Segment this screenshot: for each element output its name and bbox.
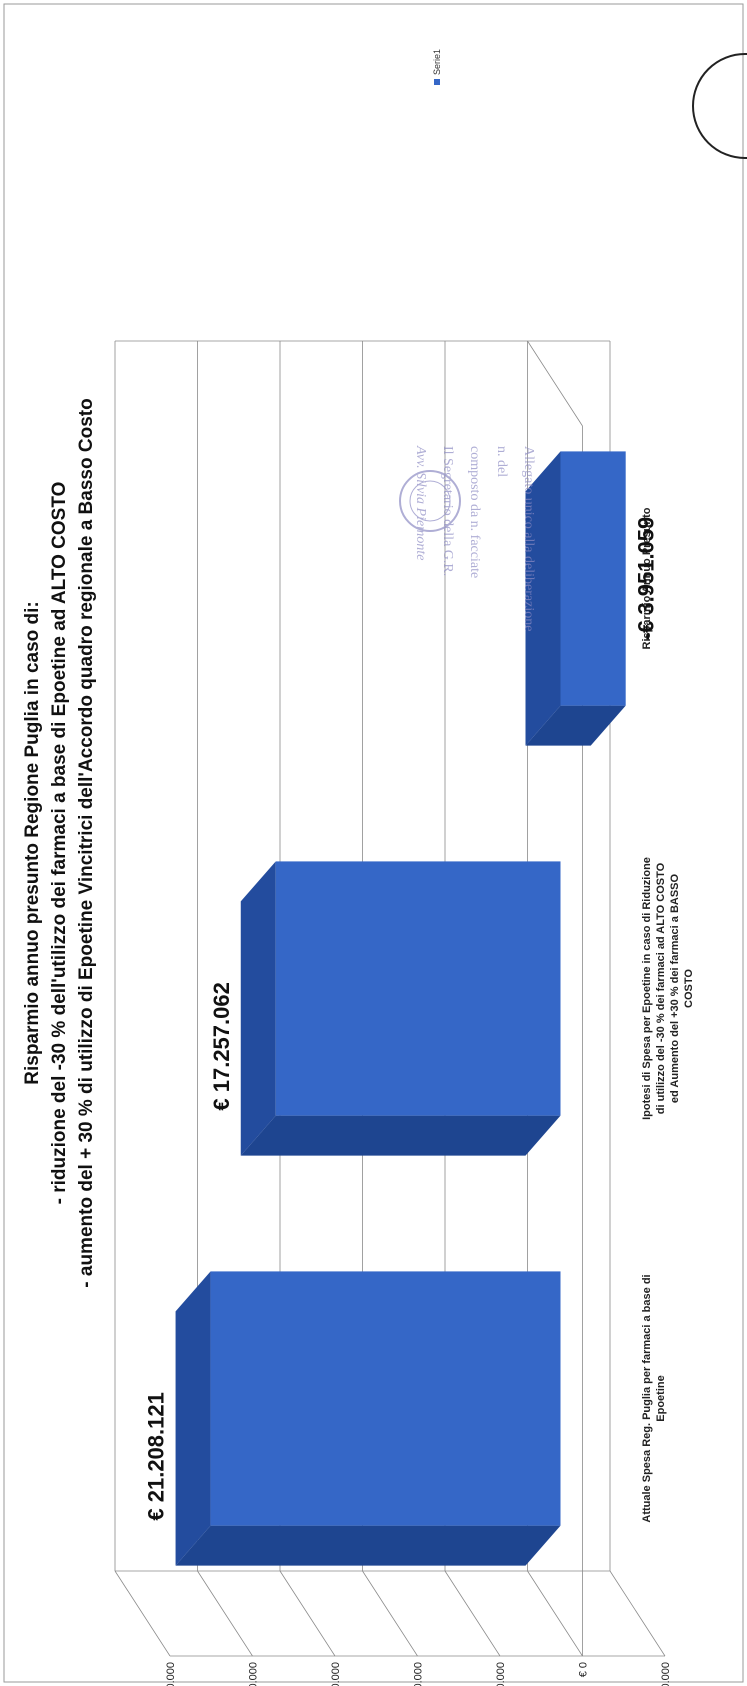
y-tick-label-0: -€ 5.000.000 <box>660 1662 672 1686</box>
y-tick-label-3: € 10.000.000 <box>413 1662 425 1686</box>
x-axis-floor-right <box>527 340 583 427</box>
stamp: Allegato unico alla deliberazione n. del… <box>399 445 536 631</box>
category-label-2-line-0: Risparmio Annuo Presunto <box>641 507 653 649</box>
gridline-side-2 <box>444 1570 501 1657</box>
bars <box>175 451 626 1566</box>
category-label-0-line-0: Attuale Spesa Reg. Puglia per farmaci a … <box>641 1274 653 1522</box>
y-tick-label-2: € 5.000.000 <box>495 1662 507 1686</box>
stamp-line-4: Il Segretario della G.R. <box>440 446 455 576</box>
value-label-0: € 21.208.121 <box>144 1392 169 1520</box>
chart-title-line-1: Risparmio annuo presunto Regione Puglia … <box>22 601 43 1085</box>
bar-1-side <box>240 1115 561 1156</box>
stamp-line-3: composto da n. facciate <box>467 446 482 578</box>
y-tick-label-5: € 20.000.000 <box>248 1662 260 1686</box>
legend-label-serie1: Serie1 <box>432 49 442 75</box>
bar-2-top <box>525 451 561 746</box>
chart-border <box>3 3 744 1683</box>
value-label-1: € 17.257.062 <box>209 982 234 1110</box>
y-tick-label-4: € 15.000.000 <box>330 1662 342 1686</box>
chart-title: Risparmio annuo presunto Regione Puglia … <box>22 398 97 1287</box>
y-tick-label-1: € 0 <box>578 1662 590 1677</box>
category-label-1-line-2: ed Aumento del +30 % dei farmaci a BASSO <box>669 873 681 1103</box>
bar-0-top <box>175 1271 211 1566</box>
bar-0-side <box>175 1525 561 1566</box>
category-label-0-line-1: Epoetine <box>655 1375 667 1421</box>
gridline-side-0 <box>609 1570 666 1657</box>
bar-2-front <box>560 451 626 706</box>
stamp-line-5: Avv. Silvia Piemonte <box>413 445 428 560</box>
stamp-seal-inner <box>409 480 451 522</box>
gridline-side-5 <box>197 1570 253 1657</box>
bar-0 <box>175 1271 561 1566</box>
y-tick-labels: -€ 5.000.000 € 0 € 5.000.000 € 10.000.000 € … <box>165 1662 672 1686</box>
stamp-line-2: n. del <box>494 446 509 477</box>
chart-title-line-3: - aumento del + 30 % di utilizzo di Epoe… <box>76 398 97 1287</box>
category-labels: Attuale Spesa Reg. Puglia per farmaci a … <box>641 507 695 1522</box>
corner-seal-arc <box>692 53 747 159</box>
gridline-side-6 <box>114 1570 171 1657</box>
stamp-seal <box>399 470 461 532</box>
chart-title-line-2: - riduzione del -30 % dell'utilizzo dei … <box>49 482 70 1205</box>
bar-2 <box>525 451 626 746</box>
category-label-1-line-3: COSTO <box>683 969 695 1008</box>
bar-1-top <box>240 861 276 1156</box>
bar-1 <box>240 861 561 1156</box>
bar-1-front <box>275 861 561 1116</box>
page-corner-circle <box>692 53 747 159</box>
value-label-2: -€ 3.951.059 <box>634 517 659 641</box>
value-labels: € 21.208.121 € 17.257.062 -€ 3.951.059 <box>144 517 659 1521</box>
gridline-side-4 <box>279 1570 336 1657</box>
gridline-side-3 <box>362 1570 418 1657</box>
y-tick-label-6: € 25.000.000 <box>165 1662 177 1686</box>
category-label-1-line-0: Ipotesi di Spesa per Epoetine in caso di… <box>641 857 653 1120</box>
category-label-1-line-1: di utilizzo del -30 % dei farmaci ad ALT… <box>655 862 667 1114</box>
gridline-side-1 <box>527 1570 583 1657</box>
legend-swatch-serie1 <box>434 79 440 85</box>
bar-0-front <box>210 1271 561 1526</box>
legend: Serie1 <box>432 49 442 85</box>
stamp-line-1: Allegato unico alla deliberazione <box>521 446 536 631</box>
bar-2-side <box>525 705 626 746</box>
